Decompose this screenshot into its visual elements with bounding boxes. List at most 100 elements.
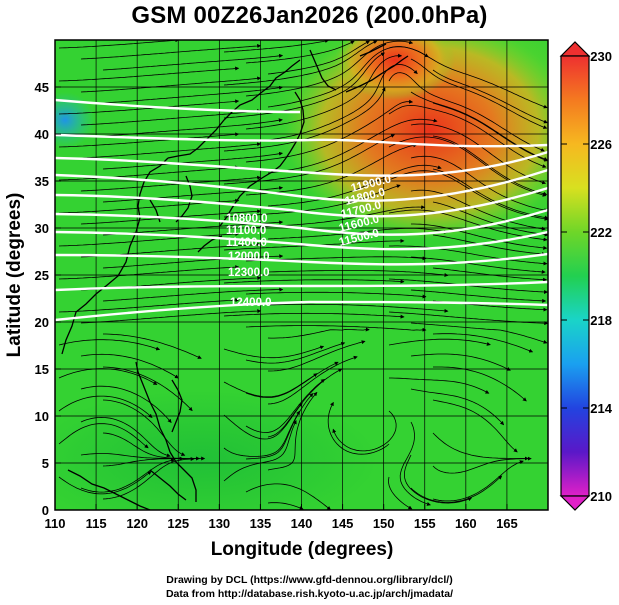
streamline: [58, 265, 240, 280]
streamline: [433, 366, 527, 402]
streamline: [58, 40, 180, 49]
streamline: [267, 391, 318, 471]
streamline: [388, 311, 548, 326]
x-tick-label: 125: [167, 516, 189, 531]
colorbar-tick-label: 230: [590, 49, 612, 64]
streamline: [432, 333, 534, 353]
streamline: [267, 303, 449, 313]
streamline: [432, 460, 524, 502]
streamline: [245, 393, 314, 460]
streamline: [267, 270, 449, 277]
streamline: [58, 423, 149, 449]
streamline: [267, 118, 438, 174]
streamline: [432, 102, 548, 162]
x-tick-label: 145: [332, 516, 354, 531]
streamline: [389, 377, 490, 394]
streamline: [410, 189, 546, 231]
streamline: [58, 471, 152, 495]
streamline: [80, 385, 172, 424]
streamline: [411, 223, 548, 250]
streamline: [102, 118, 283, 137]
y-tick-label: 15: [35, 362, 49, 377]
contour-label: 12000.0: [228, 251, 270, 263]
y-tick-label: 45: [35, 80, 49, 95]
streamline: [410, 353, 511, 371]
streamline: [223, 40, 378, 86]
streamline: [58, 298, 240, 313]
streamline: [80, 76, 262, 93]
streamline: [58, 66, 240, 82]
streamline: [267, 327, 370, 339]
streamline: [388, 136, 547, 197]
streamline: [388, 476, 413, 510]
x-tick-label: 135: [250, 516, 272, 531]
map-title: GSM 00Z26Jan2026 (200.0hPa): [131, 2, 488, 29]
streamline: [388, 209, 548, 242]
streamline: [432, 201, 548, 237]
y-tick-label: 30: [35, 221, 49, 236]
streamline: [410, 256, 546, 274]
streamline: [58, 339, 161, 351]
temperature-field: [55, 40, 548, 510]
streamline: [432, 456, 532, 474]
streamline: [432, 168, 548, 220]
streamline: [245, 325, 427, 332]
streamline: [410, 388, 505, 426]
streamline: [245, 53, 403, 130]
x-axis-label: Longitude (degrees): [211, 539, 394, 560]
streamline: [410, 91, 548, 161]
streamline: [223, 345, 325, 359]
streamline: [80, 44, 262, 60]
streamline: [388, 338, 491, 346]
x-tick-label: 115: [86, 516, 107, 531]
colorbar-tick-label: 226: [590, 137, 612, 152]
streamline: [267, 355, 358, 405]
streamline: [223, 184, 401, 218]
streamline: [332, 410, 397, 452]
streamline: [267, 164, 442, 207]
streamline: [432, 234, 546, 256]
streamline: [58, 395, 153, 418]
streamline: [223, 419, 297, 482]
streamline: [245, 361, 339, 398]
streamline: [410, 475, 503, 503]
colorbar: 230 226 222 218 214 210: [559, 41, 613, 511]
contour-label: 11100.0: [226, 225, 266, 237]
y-tick-label: 40: [35, 127, 49, 142]
y-axis-ticks: 0 5 10 15 20 25 30 35 40 45: [35, 80, 61, 518]
streamline: [403, 454, 473, 504]
streamline: [80, 458, 176, 493]
streamline: [245, 291, 427, 299]
streamline: [388, 72, 545, 152]
streamline: [223, 87, 386, 152]
streamline: [399, 421, 431, 506]
streamline: [80, 309, 262, 324]
streamline: [102, 456, 206, 467]
streamline: [245, 99, 414, 163]
streamline: [410, 322, 548, 344]
streamline: [58, 368, 158, 385]
streamline: [432, 432, 529, 461]
streamline: [432, 399, 518, 453]
y-tick-label: 35: [35, 174, 49, 189]
streamline: [410, 58, 548, 129]
y-tick-label: 20: [35, 315, 49, 330]
colorbar-tick-label: 210: [590, 489, 612, 504]
streamline: [223, 40, 329, 53]
x-tick-label: 130: [208, 516, 230, 531]
streamline: [223, 52, 385, 119]
contour-label: 11400.0: [226, 237, 267, 249]
geopotential-contours: [55, 98, 548, 322]
y-tick-label: 5: [42, 456, 49, 471]
x-axis-ticks: 110 115 120 125 130 135 140 145 150 155 160 165: [45, 504, 518, 531]
streamline: [432, 69, 548, 124]
streamline: [223, 279, 405, 284]
lat-lon-grid: [55, 40, 548, 510]
colorbar-ticks: 230 226 222 218 214 210: [561, 49, 613, 504]
streamline: [102, 85, 283, 104]
x-tick-label: 120: [126, 516, 148, 531]
streamline: [58, 232, 240, 247]
streamline: [327, 401, 390, 455]
streamline: [267, 368, 343, 438]
